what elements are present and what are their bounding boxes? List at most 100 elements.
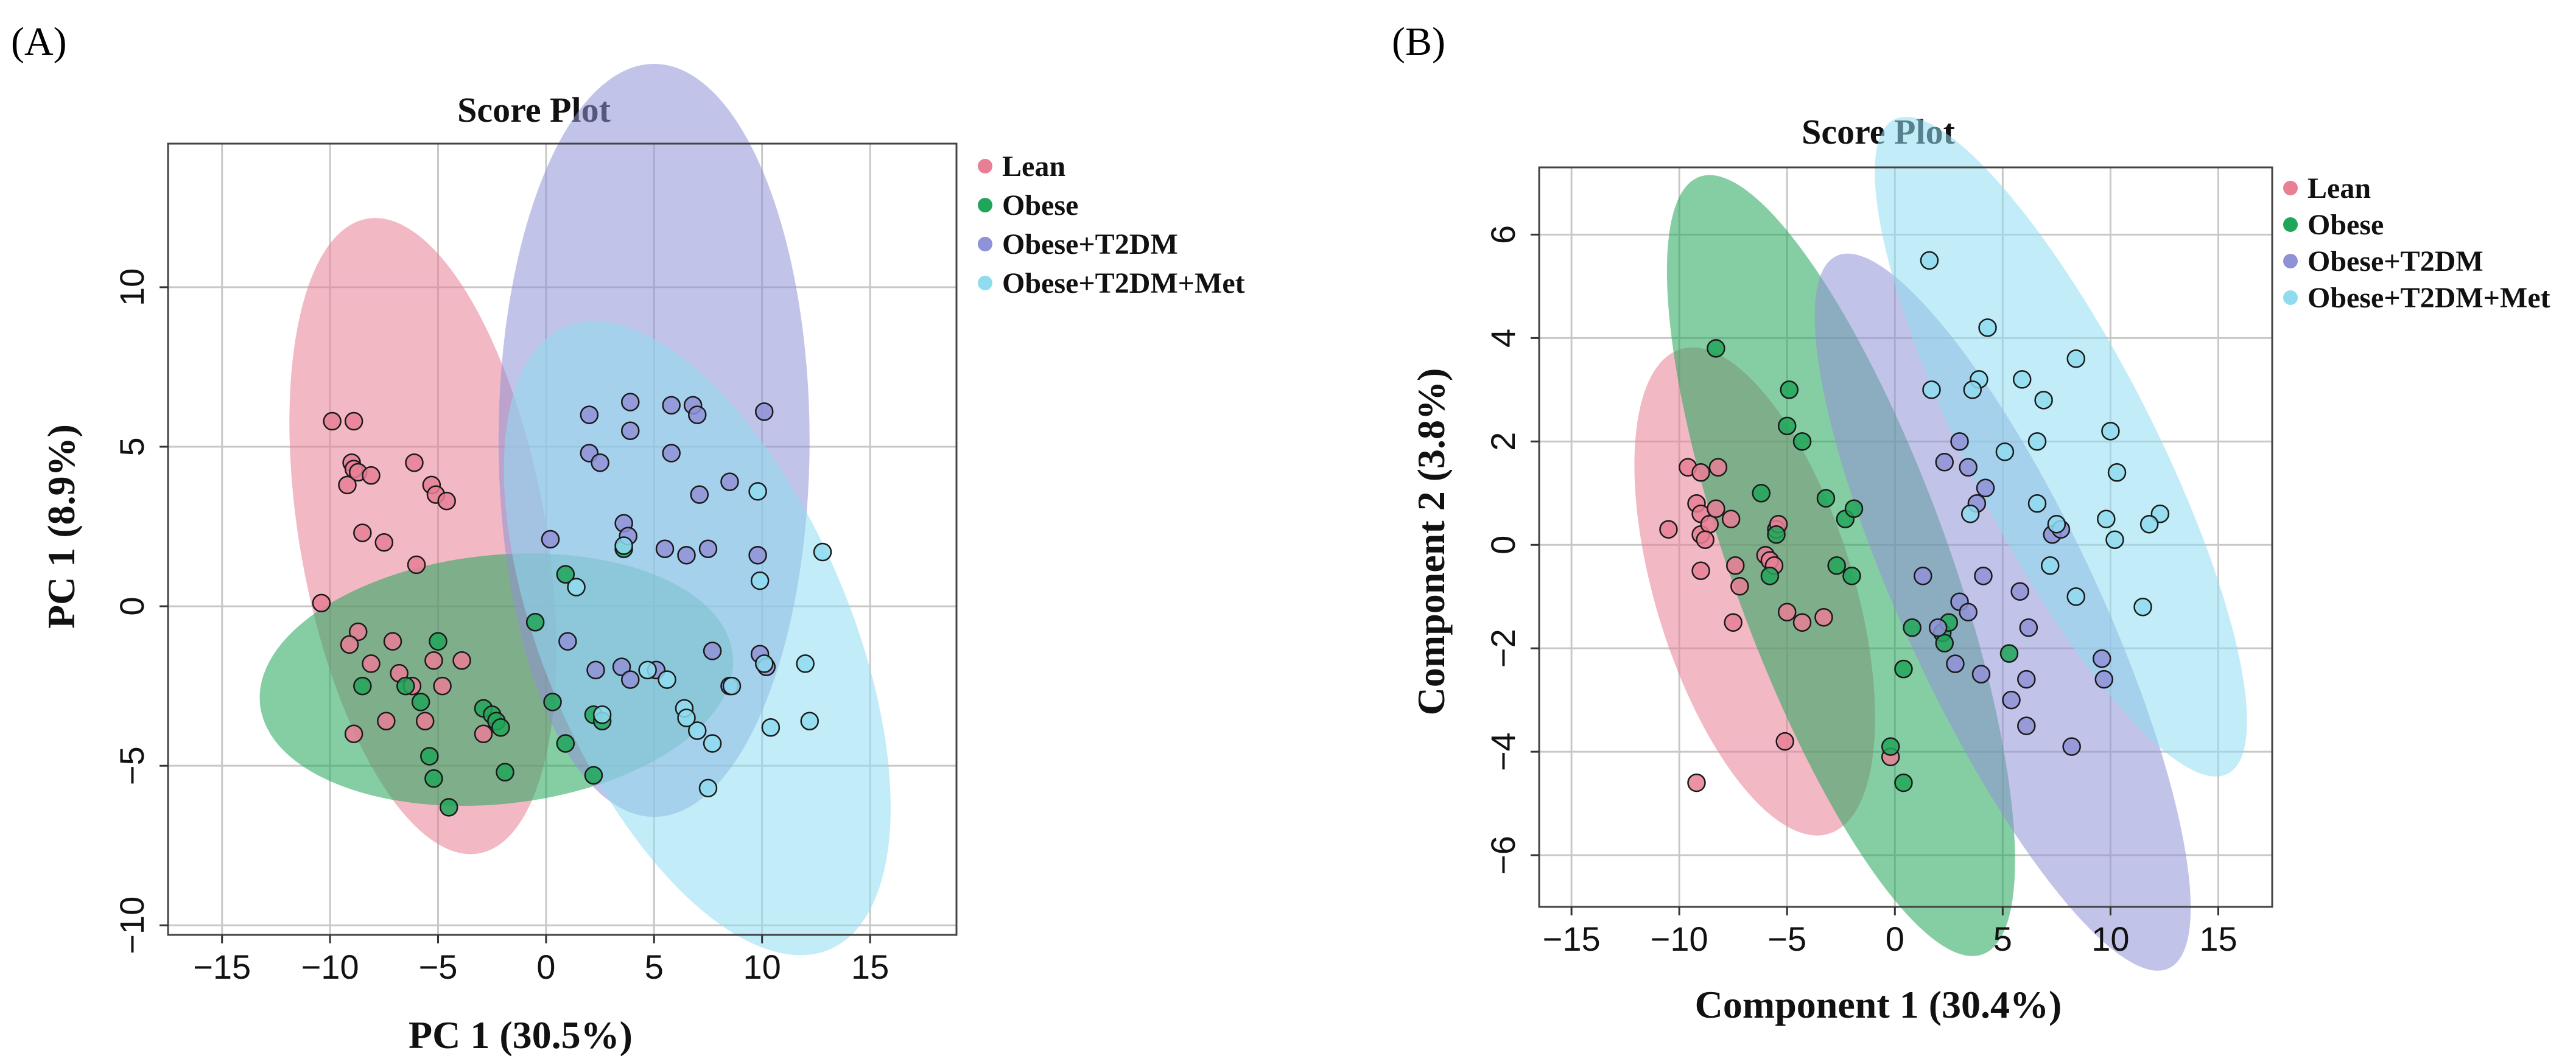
panel-a-xtick-label: −10 (301, 948, 359, 986)
panel-b-ytick-label: −4 (1484, 732, 1522, 771)
panel-a-point-obese (491, 718, 510, 737)
panel-b-point-obese-t2dm (2017, 670, 2036, 689)
legend-item-obese-t2dm: Obese+T2DM (2283, 245, 2483, 278)
panel-a-ellipse-obese-t2dm-met (504, 321, 891, 956)
legend-item-lean: Lean (2283, 172, 2371, 205)
panel-a-ytick-label: −5 (113, 746, 151, 785)
panel-a-point-obese-t2dm (580, 405, 599, 424)
panel-b-plot-frame (1538, 166, 2273, 908)
legend-item-obese: Obese (978, 189, 1078, 222)
panel-b-point-obese-t2dm-met (2047, 515, 2066, 534)
panel-a-ytick-label: 5 (113, 437, 151, 456)
panel-b-point-obese-t2dm (1914, 566, 1932, 586)
panel-b-point-obese-t2dm (1974, 566, 1993, 586)
panel-b-ylabel: Component 2 (3.8%) (1409, 368, 1453, 716)
panel-b-point-obese-t2dm-met (2034, 391, 2053, 410)
panel-b-point-obese (1767, 525, 1786, 544)
panel-a-point-obese-t2dm (690, 485, 709, 504)
panel-b-point-obese-t2dm-met (2139, 515, 2159, 534)
panel-b-point-obese-t2dm-met (2107, 463, 2127, 482)
panel-b-ellipses (1634, 116, 2247, 971)
panel-a-point-lean (474, 724, 493, 744)
panel-a-point-lean (374, 533, 394, 552)
panel-b-point-obese-t2dm-met (1922, 380, 1941, 399)
panel-b-ytick-label: −6 (1484, 836, 1522, 875)
panel-a-point-lean (362, 466, 381, 485)
panel-b-point-lean (1691, 561, 1710, 580)
panel-b-point-lean (1725, 556, 1745, 575)
panel-b-ytick-label: 4 (1484, 329, 1522, 348)
panel-b-point-obese-t2dm (1971, 665, 1991, 684)
panel-a-point-obese-t2dm-met (748, 482, 767, 501)
panel-a-point-obese-t2dm-met (703, 734, 722, 753)
panel-b-point-obese (1881, 737, 1900, 756)
panel-b-point-obese-t2dm-met (2066, 349, 2086, 368)
panel-b-point-obese (1935, 634, 1954, 652)
panel-b-point-obese-t2dm (2092, 649, 2111, 668)
panel-b-point-obese-t2dm (1976, 478, 1995, 498)
panel-b-point-obese-t2dm (1935, 453, 1954, 472)
panel-a-point-obese-t2dm (677, 545, 696, 565)
panel-b-point-obese (1760, 566, 1780, 586)
panel-b-point-lean (1775, 732, 1794, 751)
panel-b: (B) Score Plot Component 1 (30.4%) Compo… (1392, 19, 2550, 1026)
panel-b-point-obese-t2dm (1928, 618, 1948, 637)
legend-label-obese-t2dm: Obese+T2DM (2308, 245, 2483, 278)
legend-item-obese-t2dm-met: Obese+T2DM+Met (2283, 282, 2550, 314)
panel-b-point-obese (1752, 484, 1771, 503)
panel-a-point-obese-t2dm (662, 444, 681, 463)
panel-a-point-lean (353, 523, 372, 542)
panel-a-point-obese-t2dm (558, 632, 577, 651)
panel-a-ytick-label: 10 (113, 268, 151, 306)
panel-b-point-obese-t2dm (2062, 737, 2081, 756)
panel-a-point-obese-t2dm (621, 393, 640, 411)
panel-a-point-lean (415, 712, 435, 731)
panel-b-ytick-label: 0 (1484, 536, 1522, 554)
panel-b-point-lean (1707, 499, 1725, 519)
panel-b-point-lean (1724, 613, 1742, 632)
panel-b-point-obese-t2dm (1959, 603, 1978, 621)
panel-a-point-obese-t2dm (698, 539, 718, 558)
legend-swatch-obese-t2dm-met (978, 276, 992, 290)
panel-b-point-lean (1777, 603, 1797, 621)
panel-b-point-obese-t2dm (1950, 432, 1969, 451)
panel-a-point-lean (452, 651, 471, 670)
panel-a-point-obese-t2dm-met (722, 676, 742, 696)
panel-a-point-obese-t2dm-met (638, 660, 657, 680)
panel-a-xtick-label: −5 (419, 948, 458, 986)
panel-a-point-lean (433, 676, 452, 696)
panel-a-point-obese-t2dm-met (761, 718, 781, 737)
panel-b-point-obese-t2dm-met (2027, 432, 2047, 451)
legend-label-obese-t2dm-met: Obese+T2DM+Met (2308, 282, 2550, 314)
panel-b-xlabel: Component 1 (30.4%) (1695, 983, 2062, 1026)
panel-a-xlabel: PC 1 (30.5%) (409, 1013, 633, 1056)
panel-b-point-obese-t2dm (2019, 618, 2038, 637)
panel-b-point-obese-t2dm-met (2041, 556, 2060, 575)
panel-b-xtick-label: 0 (1886, 920, 1904, 958)
legend-label-obese: Obese (2308, 209, 2384, 241)
panel-a-ylabel: PC 1 (8.9%) (40, 424, 83, 629)
panel-a-point-lean (344, 411, 363, 431)
panel-b-points (1659, 251, 2170, 792)
panel-b-xtick-label: −5 (1767, 920, 1806, 958)
panel-a-point-obese-t2dm-met (796, 654, 815, 673)
panel-a-xtick-label: 10 (743, 948, 781, 986)
legend-item-obese-t2dm: Obese+T2DM (978, 228, 1178, 261)
panel-b-point-lean (1696, 530, 1714, 549)
panel-a-point-lean (323, 411, 342, 431)
panel-b-xtick-label: 10 (2091, 920, 2129, 958)
panel-a-point-obese-t2dm-met (614, 536, 633, 555)
panel-b-ellipse-obese-t2dm-met (1875, 116, 2247, 777)
legend-item-lean: Lean (978, 150, 1065, 183)
panel-a-point-lean (344, 724, 363, 744)
legend-label-lean: Lean (2308, 172, 2371, 205)
panel-a-ellipses (259, 63, 891, 956)
panel-a: (A) Score Plot PC 1 (30.5%) PC 1 (8.9%) … (11, 19, 1245, 1056)
panel-a-point-obese-t2dm (655, 539, 675, 558)
panel-b-point-obese-t2dm (2094, 670, 2114, 689)
panel-a-point-obese-t2dm-met (687, 721, 707, 740)
panel-a-point-lean (362, 654, 381, 673)
panel-b-point-obese (1707, 339, 1725, 358)
panel-b-point-obese-t2dm (1946, 654, 1965, 673)
